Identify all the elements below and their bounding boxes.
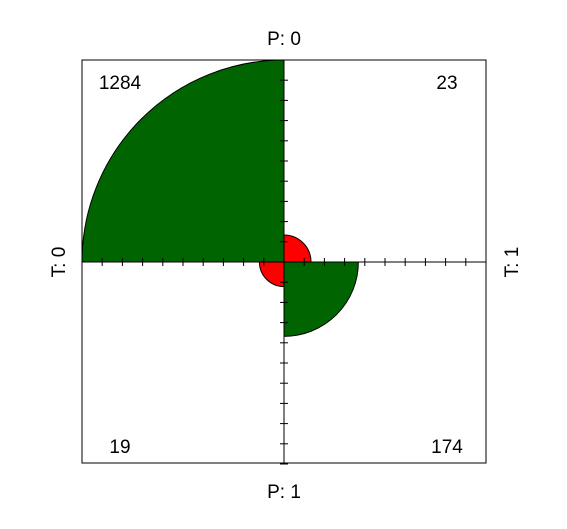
left-label: T: 0 [49, 247, 70, 278]
sector-bottom-right [283, 261, 359, 337]
right-label: T: 1 [502, 247, 523, 278]
count-bottom-left: 19 [109, 437, 130, 458]
sectors-layer [81, 59, 359, 337]
axes-layer [81, 59, 487, 465]
count-top-left: 1284 [99, 73, 142, 94]
sector-top-right [283, 234, 312, 263]
bottom-label: P: 1 [267, 482, 301, 503]
count-bottom-right: 174 [431, 437, 463, 458]
count-top-right: 23 [436, 73, 457, 94]
plot-frame [81, 59, 487, 464]
sector-bottom-left [258, 261, 285, 288]
sector-top-left [81, 59, 285, 263]
top-label: P: 0 [267, 29, 301, 50]
